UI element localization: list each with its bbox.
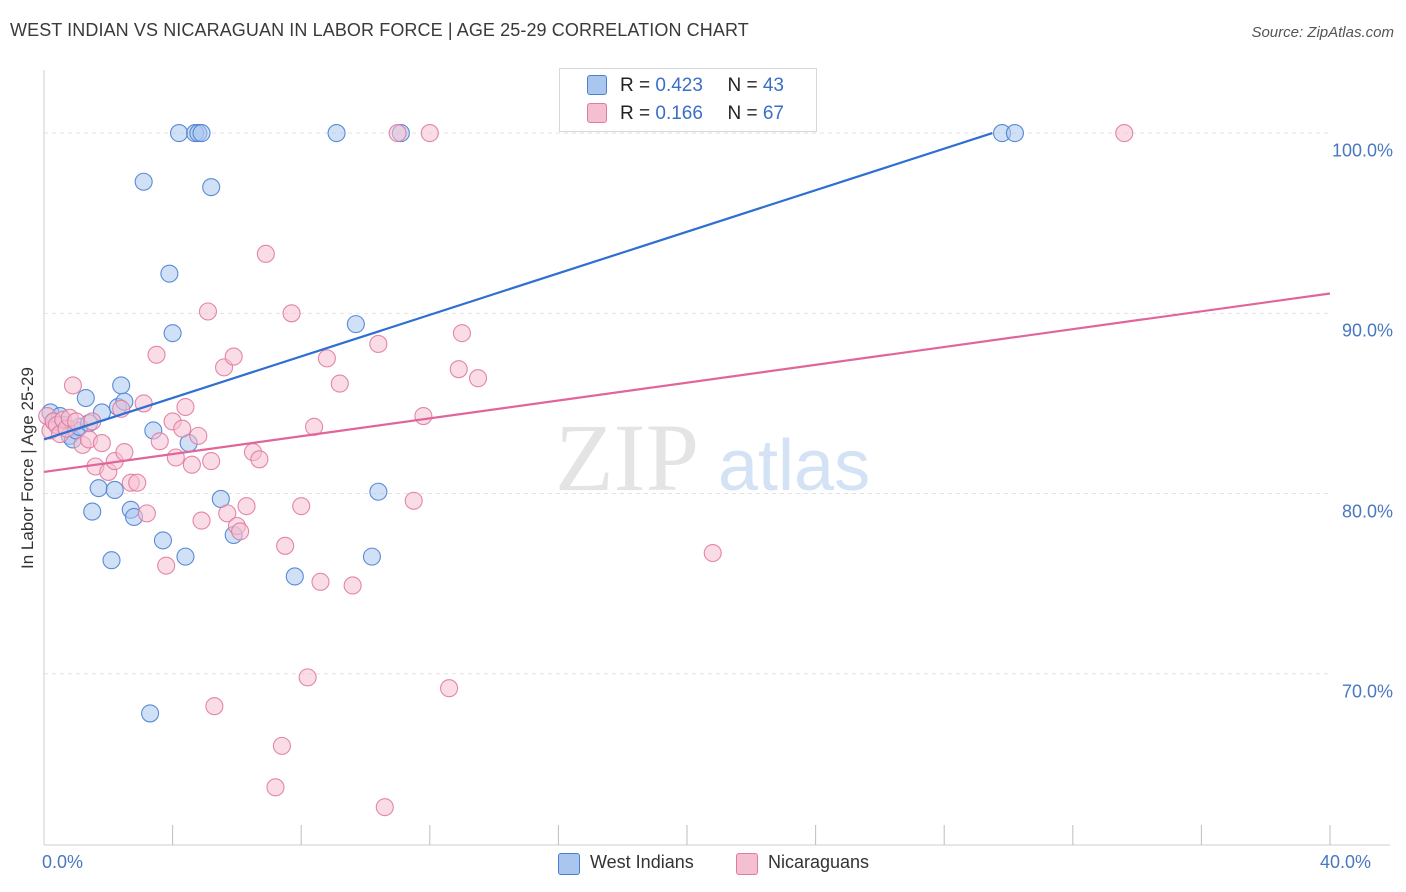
legend-swatch-nicaraguans [587,103,607,123]
gridlines [44,132,1330,675]
legend-n-value-nicaraguans: 67 [762,103,784,124]
point-nicaraguans [224,347,243,366]
trend-line-nicaraguans [43,292,1331,474]
point-nicaraguans [92,434,111,453]
point-west-indians [202,178,221,197]
point-west-indians [89,479,108,498]
point-west-indians [105,480,124,499]
y-tick-label: 70.0% [1341,681,1393,702]
point-nicaraguans [150,432,169,451]
legend-n-label: N = [727,75,763,96]
point-west-indians [163,324,182,343]
point-west-indians [362,547,381,566]
svg-text:atlas: atlas [718,426,870,506]
point-nicaraguans [298,668,317,687]
point-nicaraguans [276,536,295,555]
point-nicaraguans [237,497,256,516]
point-nicaraguans [192,511,211,530]
x-tick-label: 0.0% [42,852,84,872]
point-west-indians [346,315,365,334]
point-nicaraguans [282,304,301,323]
point-west-indians [141,704,160,723]
point-nicaraguans [311,572,330,591]
point-nicaraguans [189,426,208,445]
point-west-indians [102,551,121,570]
point-nicaraguans [703,543,722,563]
point-west-indians [76,388,95,408]
point-nicaraguans [128,473,147,492]
point-nicaraguans [231,522,250,541]
legend-n-label: N = [727,103,763,124]
point-nicaraguans [449,360,468,379]
point-nicaraguans [63,376,82,395]
point-nicaraguans [266,778,285,797]
point-nicaraguans [404,491,423,510]
point-west-indians [134,172,153,191]
axes [43,70,1390,846]
point-nicaraguans [292,497,311,516]
point-west-indians [112,376,131,395]
point-west-indians [369,482,388,501]
legend-r-value-nicaraguans: 0.166 [655,103,703,124]
point-nicaraguans [198,302,218,321]
point-nicaraguans [452,324,472,343]
point-nicaraguans [440,679,459,698]
point-nicaraguans [414,406,433,426]
x-tick-label: 40.0% [1320,852,1372,872]
y-tick-label: 100.0% [1331,140,1393,161]
point-nicaraguans [250,450,269,469]
series-name-west-indians: West Indians [590,852,694,872]
point-west-indians [160,264,179,283]
legend-n-value-west-indians: 43 [762,75,784,96]
legend-r-value-west-indians: 0.423 [655,75,703,96]
chart-source: Source: ZipAtlas.com [1251,24,1394,41]
point-west-indians [192,124,211,143]
point-nicaraguans [137,504,156,523]
point-nicaraguans [182,455,201,474]
point-nicaraguans [157,556,176,575]
trend-lines [43,132,1331,474]
point-nicaraguans [166,448,185,467]
trend-line-west-indians [43,132,993,441]
point-nicaraguans [115,443,134,462]
point-nicaraguans [317,349,336,368]
point-nicaraguans [388,124,407,143]
point-west-indians [83,502,102,521]
point-nicaraguans [202,452,221,471]
point-nicaraguans [173,419,192,438]
watermark-zipatlas: ZIP atlas [555,404,870,511]
point-west-indians [153,531,173,550]
point-nicaraguans [205,697,224,716]
series-name-nicaraguans: Nicaraguans [768,852,870,872]
stats-legend: R = 0.423 N = 43 R = 0.166 N = 67 [559,68,817,132]
point-nicaraguans [1115,124,1134,143]
legend-swatch-west-indians [587,75,607,95]
series-swatch-west-indians [558,853,580,875]
point-nicaraguans [468,369,488,388]
point-nicaraguans [330,374,349,393]
point-nicaraguans [420,124,439,143]
point-west-indians [327,124,346,143]
series-swatch-nicaraguans [736,853,758,875]
point-nicaraguans [369,334,388,354]
point-west-indians [285,567,304,586]
legend-r-label: R = [620,103,656,124]
point-nicaraguans [375,798,394,817]
point-nicaraguans [147,345,166,364]
point-nicaraguans [343,576,362,595]
point-west-indians [1005,124,1024,143]
point-nicaraguans [272,736,291,755]
point-west-indians [169,124,189,143]
y-tick-label: 80.0% [1341,501,1393,522]
legend-r-label: R = [620,75,656,96]
point-nicaraguans [176,397,195,417]
scatter-points [38,124,1134,817]
chart-title: WEST INDIAN VS NICARAGUAN IN LABOR FORCE… [10,20,749,40]
point-nicaraguans [256,244,275,263]
y-tick-label: 90.0% [1341,320,1393,341]
point-west-indians [176,547,195,566]
svg-text:ZIP: ZIP [555,404,699,511]
point-nicaraguans [218,504,237,523]
